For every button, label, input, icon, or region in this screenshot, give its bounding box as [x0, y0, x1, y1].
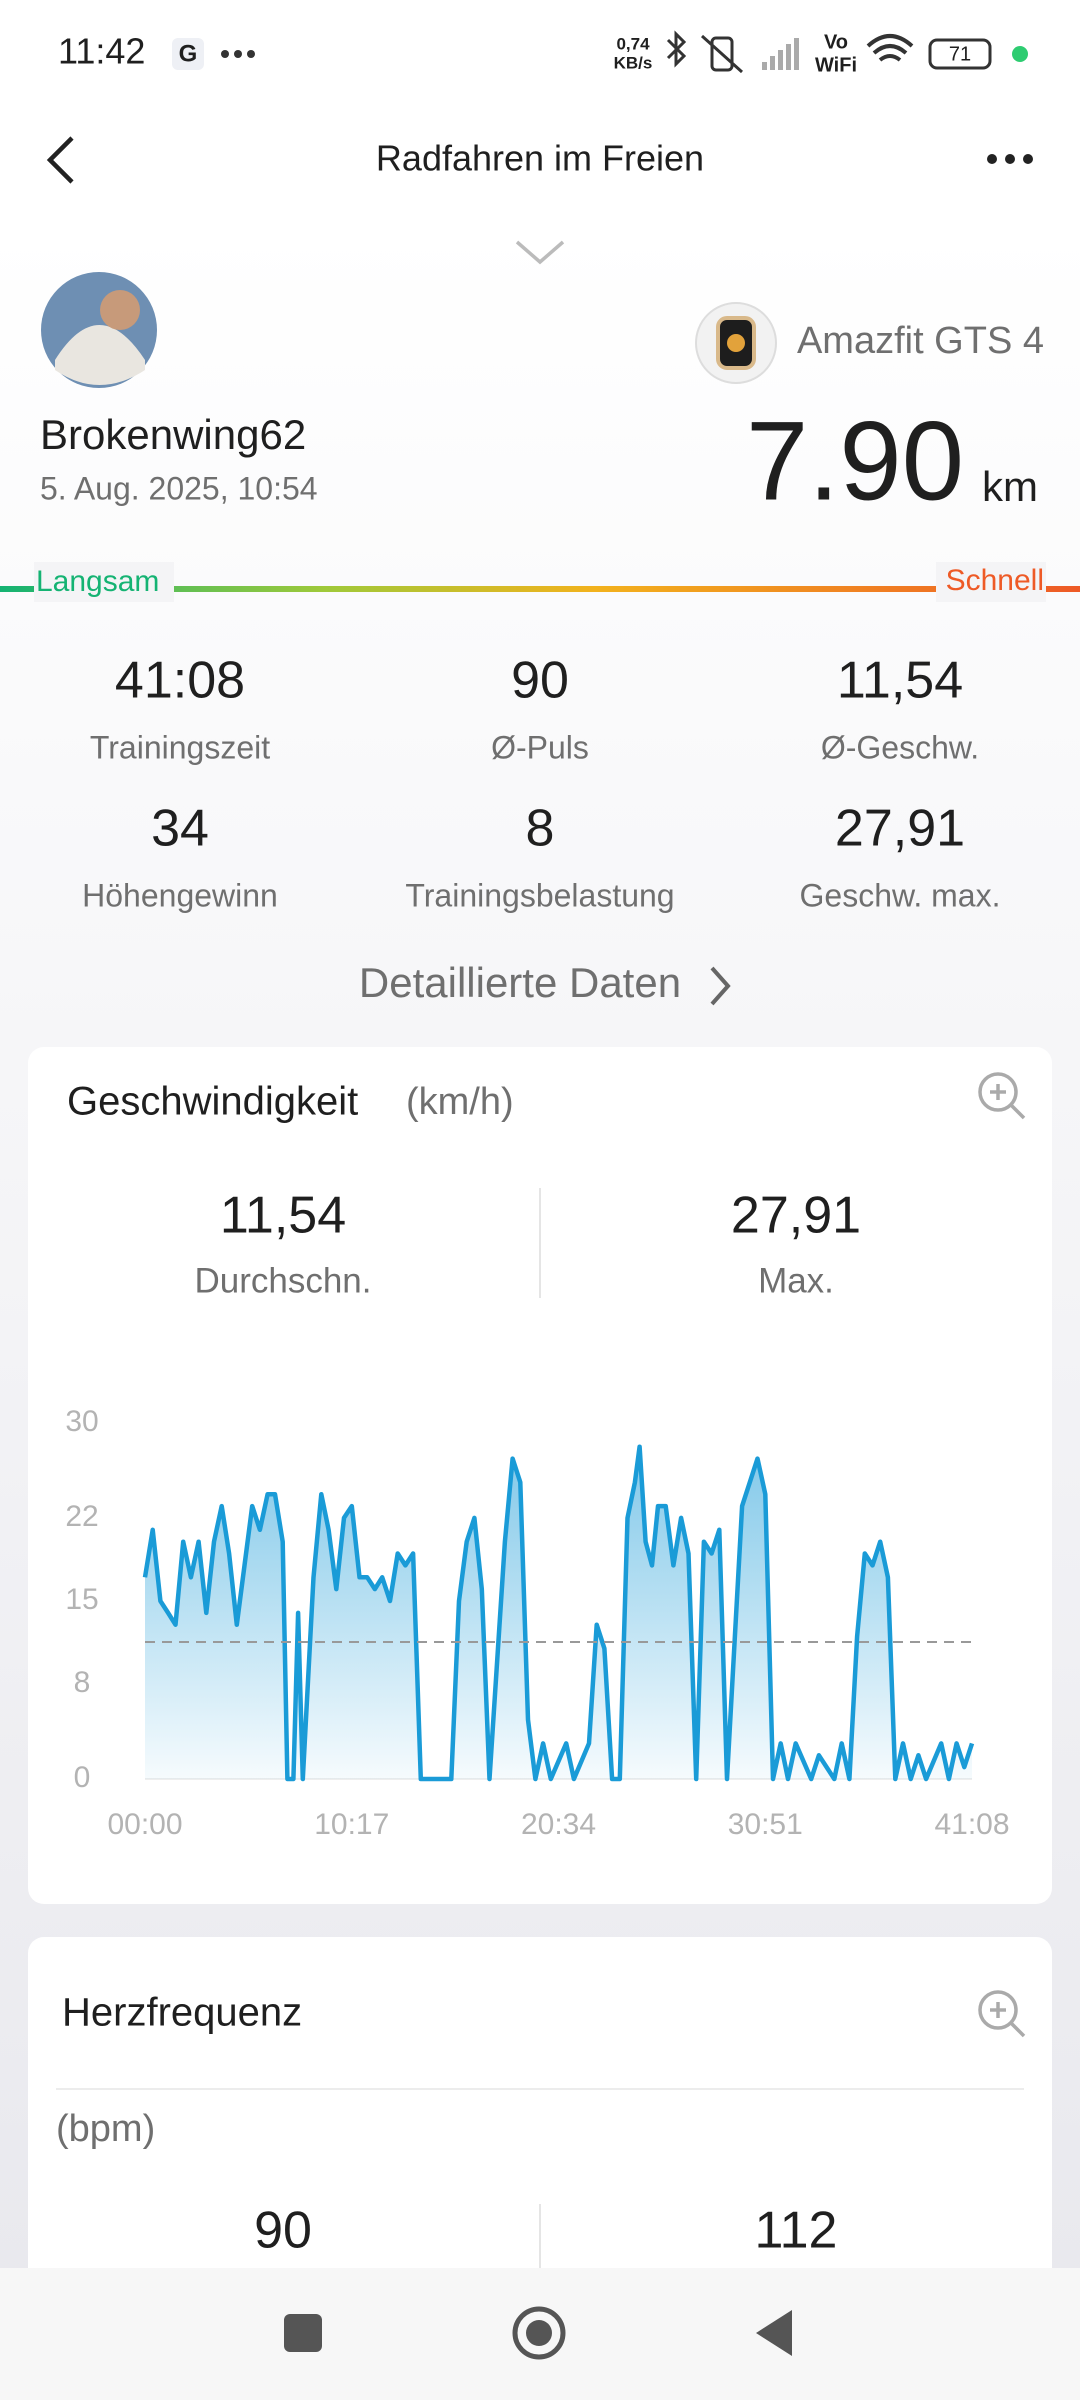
volte-top: Vo: [824, 31, 848, 53]
bluetooth-icon: [666, 30, 687, 68]
stat-value: 41:08: [115, 652, 245, 710]
status-dot: [1012, 46, 1028, 62]
x-tick-label: 10:17: [314, 1808, 389, 1841]
device-icon: [695, 302, 777, 384]
scale-label-bg: [936, 562, 1046, 602]
back-nav-button[interactable]: [756, 2310, 792, 2356]
details-chevron[interactable]: [710, 966, 731, 1006]
net-speed: 0,74: [616, 34, 650, 53]
stat-label: Trainingsbelastung: [405, 877, 674, 913]
scale-label-bg: [34, 562, 174, 602]
x-tick-label: 00:00: [107, 1808, 182, 1841]
back-button[interactable]: [46, 136, 74, 184]
stat-value: 27,91: [835, 800, 965, 858]
stat-label: Geschw. max.: [800, 877, 1001, 913]
x-tick-label: 20:34: [521, 1808, 596, 1841]
page-title: Radfahren im Freien: [376, 138, 704, 179]
mute-icon: [700, 34, 744, 74]
heart-title: Herzfrequenz: [62, 1991, 302, 2035]
speed-average: 11,54: [220, 1187, 346, 1245]
speed-unit: (km/h): [406, 1081, 514, 1123]
distance: 7.90: [746, 399, 964, 524]
heart-unit: (bpm): [56, 2108, 155, 2150]
heart-average: 90: [254, 2202, 312, 2260]
stat-value: 8: [526, 800, 555, 858]
signal-icon: [762, 38, 799, 70]
battery-icon: [928, 38, 992, 70]
zoom-button[interactable]: [978, 1990, 1026, 2038]
speed-max: 27,91: [731, 1187, 861, 1245]
scale-right: Schnell: [946, 564, 1044, 597]
recents-button[interactable]: [284, 2314, 322, 2352]
stat-label: Höhengewinn: [82, 877, 278, 913]
stat-label: Ø-Puls: [491, 729, 589, 765]
menu-button[interactable]: [987, 154, 1033, 164]
speed-max-caption: Max.: [758, 1261, 834, 1300]
stat-value: 90: [511, 652, 569, 710]
clock: 11:42: [58, 31, 145, 72]
stat-value: 11,54: [837, 652, 963, 710]
battery-level: 71: [949, 43, 971, 65]
details-link[interactable]: Detaillierte Daten: [359, 959, 681, 1006]
y-tick-label: 8: [74, 1666, 91, 1699]
avatar: [41, 272, 157, 388]
speed-chart: 0 8 15 22 30 00:00 10:17 20:34 30:51 41:08: [65, 1405, 1009, 1841]
scale-left: Langsam: [36, 565, 159, 598]
stat-value: 34: [151, 800, 209, 858]
zoom-button[interactable]: [978, 1072, 1026, 1120]
y-tick-label: 30: [65, 1405, 98, 1438]
workout-date: 5. Aug. 2025, 10:54: [40, 470, 318, 506]
speed-average-caption: Durchschn.: [194, 1261, 371, 1300]
app-icon: [172, 38, 204, 70]
speed-title: Geschwindigkeit: [67, 1080, 358, 1124]
collapse-chevron[interactable]: [515, 240, 565, 265]
wifi-icon: [866, 34, 914, 62]
home-button[interactable]: [512, 2306, 566, 2360]
user-name: Brokenwing62: [40, 411, 306, 458]
y-tick-label: 0: [74, 1761, 91, 1794]
speed-line: [142, 1444, 975, 1782]
google-icon: G: [179, 40, 198, 67]
stats-grid: 41:08 Trainingszeit 90 Ø-Puls 11,54 Ø-Geschw.…: [82, 652, 1000, 914]
stat-label: Trainingszeit: [90, 729, 270, 765]
x-tick-label: 30:51: [728, 1808, 803, 1841]
more-dots: [221, 50, 255, 58]
y-tick-label: 15: [65, 1583, 98, 1616]
device-name: Amazfit GTS 4: [797, 320, 1044, 362]
heart-max: 112: [755, 2202, 838, 2260]
net-unit: KB/s: [614, 53, 653, 72]
distance-unit: km: [982, 463, 1038, 510]
volte-bottom: WiFi: [815, 54, 857, 76]
stat-label: Ø-Geschw.: [821, 729, 979, 765]
heart-card: [28, 1937, 1052, 2337]
y-tick-label: 22: [65, 1500, 98, 1533]
pace-scale: [0, 586, 1080, 592]
x-tick-label: 41:08: [934, 1808, 1009, 1841]
